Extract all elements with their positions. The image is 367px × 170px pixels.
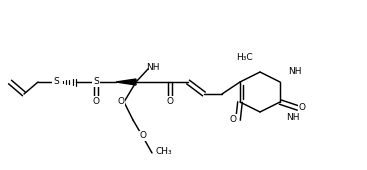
Polygon shape xyxy=(116,79,136,85)
Text: CH₃: CH₃ xyxy=(156,147,172,156)
Text: NH: NH xyxy=(286,114,299,123)
Text: H₃C: H₃C xyxy=(236,54,253,63)
Text: O: O xyxy=(139,132,146,140)
Text: O: O xyxy=(92,97,99,106)
Text: O: O xyxy=(117,97,124,106)
Text: O: O xyxy=(298,103,305,112)
Text: O: O xyxy=(167,97,174,106)
Text: NH: NH xyxy=(146,64,160,72)
Text: S: S xyxy=(93,78,99,87)
Text: S: S xyxy=(53,78,59,87)
Text: NH: NH xyxy=(288,66,302,75)
Text: O: O xyxy=(229,115,236,123)
